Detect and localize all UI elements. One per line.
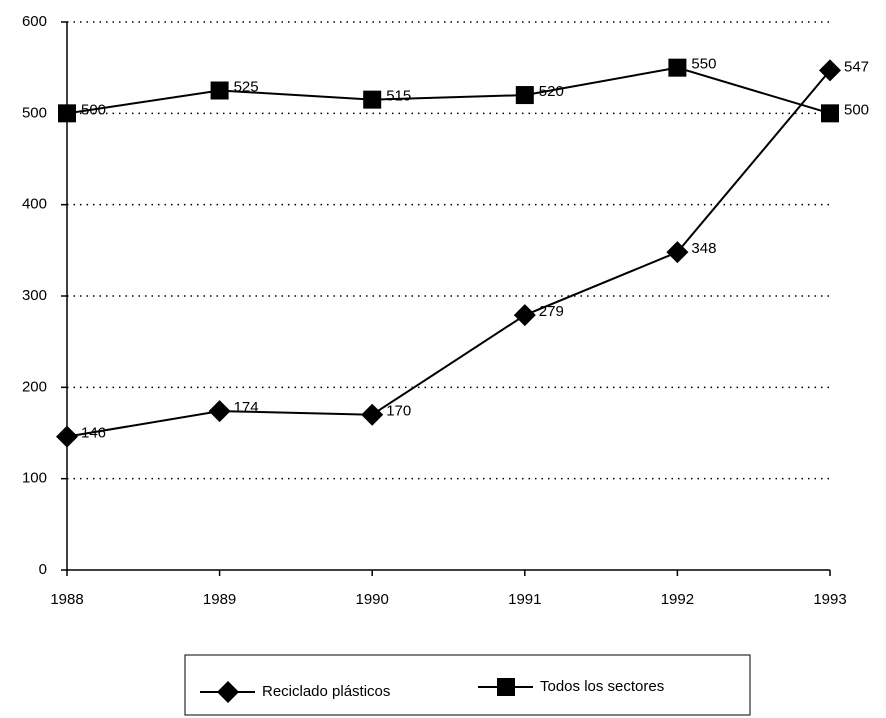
data-point (821, 104, 839, 123)
legend-box (184, 654, 751, 716)
data-label: 520 (539, 83, 564, 100)
series-line (66, 69, 831, 438)
x-tick-label: 1991 (508, 591, 541, 608)
legend-label: Todos los sectores (540, 678, 664, 695)
data-label: 515 (386, 88, 411, 105)
data-label: 146 (81, 425, 106, 442)
data-label: 279 (539, 303, 564, 320)
data-label: 348 (691, 240, 716, 257)
data-label: 500 (844, 101, 869, 118)
series-line (66, 66, 831, 115)
y-tick-label: 0 (39, 561, 47, 578)
data-point (56, 425, 78, 448)
data-point (58, 104, 76, 123)
y-tick-label: 500 (22, 104, 47, 121)
legend-marker (497, 678, 515, 696)
y-tick-label: 100 (22, 470, 47, 487)
legend-marker (217, 681, 239, 703)
data-label: 547 (844, 58, 869, 75)
y-tick-label: 600 (22, 13, 47, 30)
y-tick-label: 200 (22, 378, 47, 395)
data-label: 170 (386, 403, 411, 420)
data-point (666, 241, 689, 264)
data-point (515, 86, 534, 105)
data-point (210, 81, 229, 100)
x-tick-label: 1990 (356, 591, 389, 608)
data-point (668, 58, 687, 77)
data-label: 550 (691, 56, 716, 73)
data-label: 174 (234, 399, 259, 416)
data-point (819, 59, 841, 82)
x-tick-label: 1988 (50, 591, 83, 608)
data-point (363, 90, 382, 109)
data-point (361, 403, 384, 426)
data-label: 500 (81, 101, 106, 118)
x-tick-label: 1992 (661, 591, 694, 608)
x-tick-label: 1993 (813, 591, 846, 608)
legend-label: Reciclado plásticos (262, 683, 390, 700)
data-point (208, 400, 231, 423)
data-label: 525 (234, 78, 259, 95)
y-tick-label: 300 (22, 287, 47, 304)
data-point (513, 304, 536, 327)
x-tick-label: 1989 (203, 591, 236, 608)
y-tick-label: 400 (22, 196, 47, 213)
